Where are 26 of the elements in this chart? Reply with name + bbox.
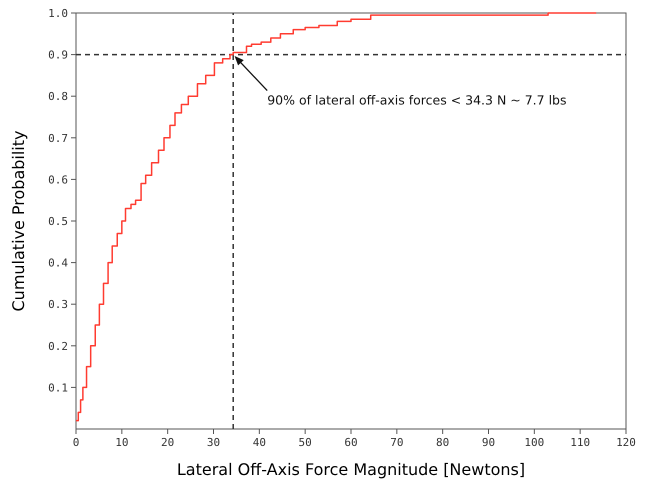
x-tick-label: 20 [161,436,174,449]
x-tick-label: 70 [390,436,404,449]
x-tick-label: 40 [252,436,266,449]
x-tick-label: 90 [482,436,496,449]
y-tick-label: 0.7 [48,132,68,145]
y-tick-label: 0.9 [48,48,68,62]
x-tick-label: 110 [570,436,590,449]
x-tick-label: 120 [616,436,636,449]
y-tick-label: 0.3 [48,298,68,312]
x-tick-label: 60 [344,436,358,449]
y-tick-label: 0.6 [48,173,68,186]
y-tick-label: 0.8 [48,90,68,104]
y-axis-title: Cumulative Probability [9,130,28,312]
annotation: 90% of lateral off-axis forces < 34.3 N ~ 7.7 lbs [267,92,567,108]
x-axis-title: Lateral Off-Axis Force Magnitude [Newtons] [176,460,526,479]
y-tick-label: 0.4 [48,256,68,270]
x-tick-label: 0 [72,436,80,449]
x-tick-label: 10 [115,436,128,449]
y-tick-label: 0.5 [48,215,68,228]
x-tick-label: 100 [524,436,544,449]
x-tick-label: 30 [206,436,220,449]
x-tick-label: 50 [298,436,312,449]
y-tick-label: 1.0 [48,7,68,20]
x-tick-label: 80 [436,436,450,449]
y-tick-label: 0.1 [48,381,68,394]
y-tick-label: 0.2 [48,340,68,353]
